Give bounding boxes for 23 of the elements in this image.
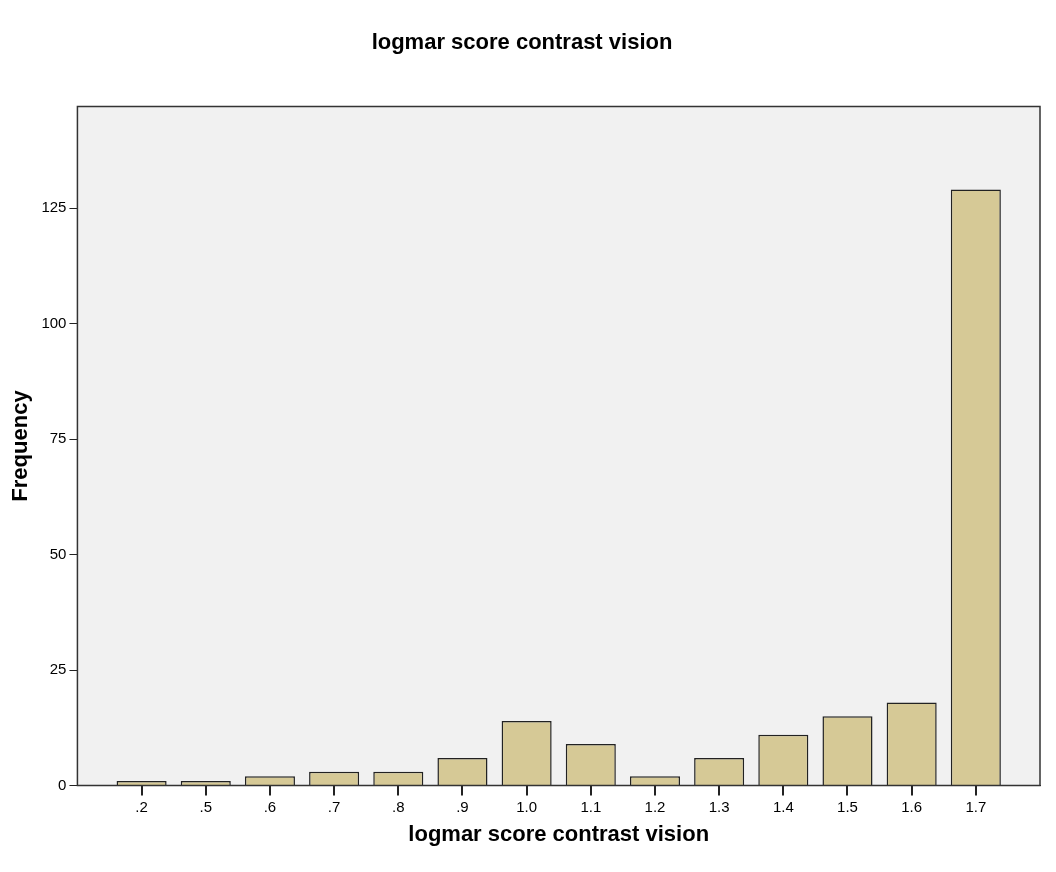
y-tick-label: 0 [58,775,67,793]
x-tick-label: .9 [456,797,469,815]
x-tick-label: 1.4 [772,797,794,815]
x-tick-label: .5 [199,797,213,815]
x-tick-label: 1.7 [965,797,987,815]
y-tick-label: 75 [49,429,67,447]
x-tick-label: .2 [135,797,148,815]
x-tick-label: 1.1 [580,797,602,815]
x-tick-label: 1.5 [837,797,858,815]
y-tick-label: 125 [41,198,67,216]
y-axis-title: Frequency [7,389,33,502]
y-tick-label: 100 [41,313,67,331]
x-tick-label: 1.0 [516,797,538,815]
x-tick-label: 1.6 [901,797,923,815]
x-axis-title: logmar score contrast vision [408,820,710,846]
x-tick-label: .6 [263,797,277,815]
x-tick-label: .8 [392,797,405,815]
y-tick-label: 25 [49,660,67,678]
x-tick-label: 1.3 [708,797,730,815]
chart-title: logmar score contrast vision [371,29,673,55]
x-tick-label: 1.2 [644,797,666,815]
x-tick-label: .7 [327,797,341,815]
y-tick-label: 50 [49,544,67,562]
